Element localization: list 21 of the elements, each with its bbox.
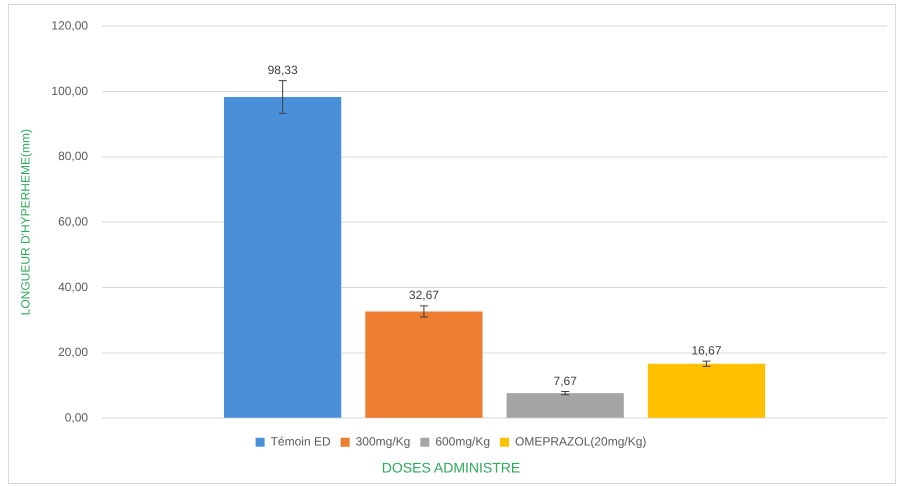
x-axis-title: DOSES ADMINISTRE	[382, 459, 520, 476]
data-label: 98,33	[268, 62, 298, 77]
y-tick-label: 60,00	[58, 214, 88, 229]
y-tick-label: 80,00	[58, 149, 88, 164]
y-tick-label: 120,00	[51, 18, 88, 33]
legend-label: 600mg/Kg	[435, 434, 490, 449]
bar	[365, 311, 483, 418]
y-axis-title: LONGUEUR D'HYPERHEME(mm)	[18, 129, 33, 316]
legend-label: OMEPRAZOL(20mg/Kg)	[515, 434, 646, 449]
y-tick-label: 40,00	[58, 280, 88, 294]
data-label: 32,67	[408, 288, 440, 302]
y-tick-label: 0,00	[64, 410, 88, 425]
y-tick-label: 20,00	[58, 345, 88, 360]
y-tick-label: 100,00	[51, 84, 88, 98]
data-label: 7,67	[554, 374, 578, 388]
legend-label: 300mg/Kg	[356, 434, 410, 449]
data-label: 16,67	[691, 343, 722, 358]
legend-label: Témoin ED	[270, 434, 331, 449]
bar	[224, 96, 342, 418]
bar	[648, 364, 766, 418]
bar	[506, 393, 624, 418]
